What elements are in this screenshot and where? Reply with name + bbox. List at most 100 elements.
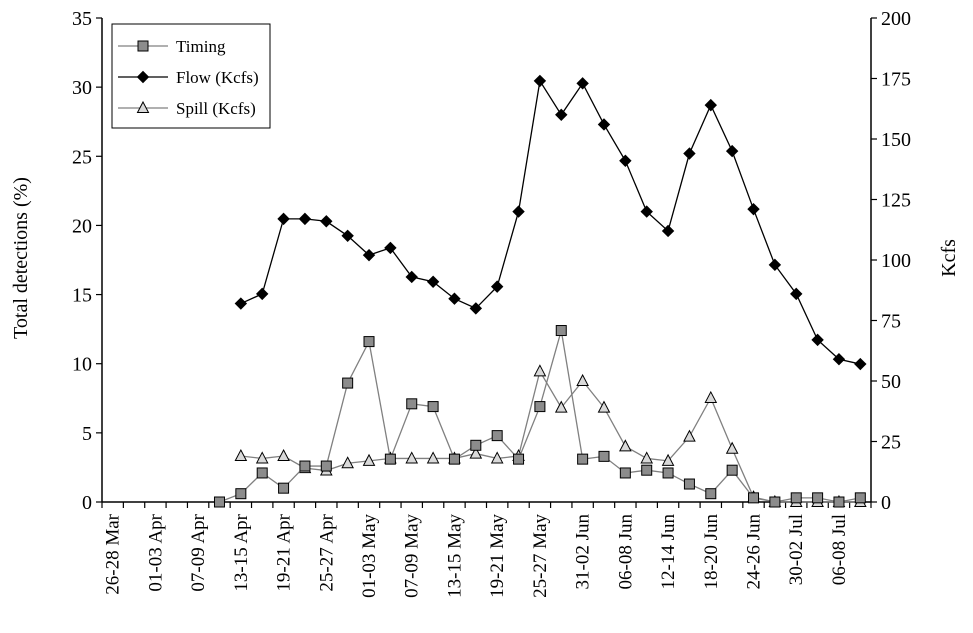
data-point-spill-kcfs	[725, 441, 739, 454]
data-point-timing	[427, 401, 439, 413]
data-point-flow-kcfs	[811, 333, 824, 347]
data-point-timing	[513, 453, 525, 465]
data-point-spill-kcfs	[490, 451, 504, 464]
data-point-flow-kcfs	[704, 98, 717, 112]
y2-tick-label: 200	[881, 8, 911, 30]
data-point-spill-kcfs	[362, 453, 376, 466]
data-point-timing	[598, 450, 610, 462]
data-point-spill-kcfs	[576, 373, 589, 386]
legend-label: Flow (Kcfs)	[176, 68, 259, 87]
data-point-flow-kcfs	[448, 292, 461, 305]
legend-item-flow-kcfs: Flow (Kcfs)	[118, 68, 259, 87]
data-point-flow-kcfs	[533, 74, 547, 88]
data-point-timing	[256, 467, 268, 479]
data-point-timing	[641, 464, 653, 476]
y2-axis-title: Kcfs	[938, 239, 960, 277]
series-flow-kcfs	[234, 74, 867, 371]
x-tick-label: 12-14 Jun	[658, 514, 679, 590]
x-tick-label: 25-27 Apr	[316, 513, 337, 591]
y2-tick-label: 75	[881, 311, 901, 333]
data-point-flow-kcfs	[362, 248, 376, 262]
legend-label: Spill (Kcfs)	[176, 99, 256, 118]
x-tick-label: 06-08 Jun	[615, 514, 636, 590]
data-point-spill-kcfs	[597, 400, 611, 413]
y-tick-label: 30	[72, 77, 92, 99]
legend-marker	[137, 40, 149, 52]
x-tick-label: 19-21 May	[487, 514, 508, 598]
x-tick-label: 18-20 Jun	[701, 514, 722, 590]
legend-marker	[136, 100, 150, 113]
x-tick-label: 19-21 Apr	[274, 513, 295, 591]
legend-item-timing: Timing	[118, 37, 226, 56]
series-layer	[213, 74, 867, 508]
legend-label: Timing	[176, 37, 226, 56]
data-point-flow-kcfs	[277, 212, 290, 226]
y-tick-label: 0	[82, 492, 92, 514]
data-point-timing	[278, 482, 290, 494]
data-point-spill-kcfs	[640, 451, 654, 464]
data-point-timing	[363, 336, 375, 348]
data-point-timing	[812, 492, 824, 504]
x-tick-label: 24-26 Jun	[744, 514, 765, 590]
data-point-timing	[748, 492, 760, 504]
data-point-timing	[726, 464, 738, 476]
x-tick-label: 25-27 May	[530, 514, 551, 598]
data-point-spill-kcfs	[469, 446, 483, 459]
data-point-flow-kcfs	[683, 147, 696, 160]
data-point-spill-kcfs	[619, 439, 632, 452]
data-point-timing	[619, 467, 631, 479]
data-point-spill-kcfs	[234, 448, 248, 462]
y2-tick-label: 0	[881, 492, 891, 514]
data-point-flow-kcfs	[768, 258, 782, 272]
data-point-timing	[320, 460, 332, 472]
x-tick-label: 01-03 May	[359, 514, 380, 598]
data-point-flow-kcfs	[256, 287, 269, 301]
x-tick-label: 01-03 Apr	[145, 513, 166, 591]
data-point-spill-kcfs	[341, 456, 354, 469]
data-point-spill-kcfs	[426, 451, 440, 464]
y2-tick-label: 50	[881, 371, 901, 393]
data-point-timing	[705, 488, 717, 500]
data-point-flow-kcfs	[597, 118, 611, 131]
y-axis-title: Total detections (%)	[10, 177, 32, 339]
series-line-flow-kcfs	[240, 79, 861, 365]
data-point-timing	[448, 453, 460, 465]
data-point-timing	[769, 496, 781, 508]
data-point-flow-kcfs	[832, 353, 846, 366]
data-point-timing	[491, 430, 503, 442]
data-point-flow-kcfs	[384, 241, 397, 255]
data-point-flow-kcfs	[576, 77, 589, 90]
data-point-flow-kcfs	[640, 205, 653, 218]
data-point-timing	[790, 492, 802, 504]
y2-tick-label: 25	[881, 432, 901, 454]
data-point-timing	[833, 496, 845, 508]
y-tick-label: 25	[72, 146, 92, 168]
data-point-timing	[555, 325, 567, 337]
data-point-flow-kcfs	[725, 144, 739, 158]
x-tick-label: 13-15 May	[444, 514, 465, 598]
x-tick-label: 06-08 Jul	[829, 514, 850, 585]
data-point-spill-kcfs	[255, 451, 269, 464]
data-point-flow-kcfs	[341, 229, 354, 243]
data-point-timing	[406, 398, 418, 410]
y-tick-label: 5	[82, 423, 92, 445]
y-tick-label: 10	[72, 354, 92, 376]
data-point-timing	[299, 460, 311, 472]
data-point-timing	[470, 439, 482, 451]
data-point-flow-kcfs	[555, 108, 568, 122]
data-point-flow-kcfs	[512, 205, 525, 218]
data-point-flow-kcfs	[234, 297, 248, 310]
x-tick-label: 31-02 Jun	[573, 514, 594, 590]
data-point-timing	[342, 377, 354, 389]
axes: 0 5 10 15 20 25 30 35 0 25 50 75 100 125 150 175 200 26-2…	[72, 8, 911, 598]
series-timing	[213, 325, 866, 508]
series-line-timing	[219, 330, 861, 503]
x-tick-label: 07-09 May	[402, 514, 423, 598]
y2-tick-label: 150	[881, 129, 911, 151]
y2-tick-label: 100	[881, 250, 911, 272]
y2-tick-label: 175	[881, 69, 911, 91]
data-point-timing	[662, 467, 674, 479]
data-point-spill-kcfs	[533, 364, 547, 377]
data-point-timing	[213, 496, 225, 508]
legend-item-spill-kcfs: Spill (Kcfs)	[118, 99, 256, 118]
